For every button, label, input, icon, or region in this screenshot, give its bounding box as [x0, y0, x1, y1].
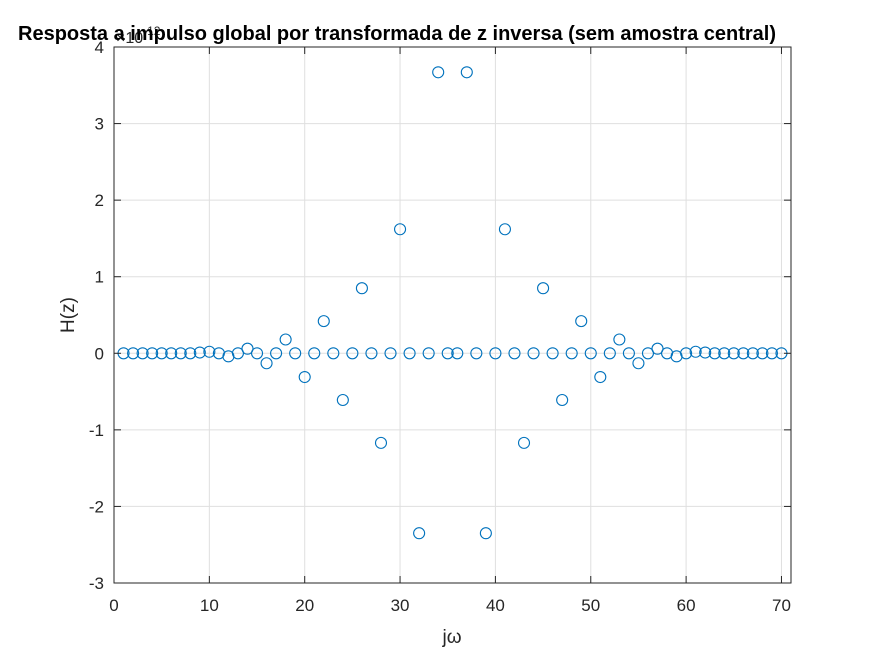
- data-point: [756, 347, 769, 360]
- data-point: [470, 347, 483, 360]
- y-tick-label: 2: [95, 191, 104, 210]
- data-point: [289, 347, 302, 360]
- data-point: [184, 347, 197, 360]
- data-point: [365, 347, 378, 360]
- chart-title: Resposta a impulso global por transforma…: [18, 23, 776, 45]
- data-markers: [117, 66, 788, 540]
- x-tick-label: 60: [677, 596, 696, 615]
- data-point: [413, 527, 426, 540]
- data-point: [622, 347, 635, 360]
- data-point: [146, 347, 159, 360]
- y-tick-label: 1: [95, 268, 104, 287]
- data-point: [508, 347, 521, 360]
- data-point: [556, 393, 569, 407]
- x-tick-label: 20: [295, 596, 314, 615]
- data-point: [174, 347, 187, 360]
- y-tick-label: -3: [89, 574, 104, 593]
- y-tick-label: -2: [89, 497, 104, 516]
- y-tick-label: -1: [89, 421, 104, 440]
- y-tick-label: 0: [95, 344, 104, 363]
- data-point: [737, 347, 750, 360]
- axes-box: [113, 46, 792, 584]
- x-tick-label: 30: [391, 596, 410, 615]
- data-point: [708, 347, 721, 360]
- data-point: [136, 347, 149, 360]
- data-point: [155, 347, 168, 360]
- y-tick-labels: -3 -2 -1 0 1 2 3 4: [89, 38, 104, 593]
- data-point: [689, 345, 702, 358]
- data-point: [718, 347, 731, 360]
- data-point: [603, 347, 616, 360]
- data-point: [165, 347, 178, 360]
- data-point: [632, 357, 645, 370]
- data-point: [651, 342, 664, 355]
- data-point: [250, 347, 264, 360]
- data-point: [384, 347, 397, 360]
- data-point: [680, 347, 693, 360]
- data-point: [203, 345, 216, 358]
- x-tick-label: 50: [581, 596, 600, 615]
- plot-area: 0 10 20 30 40 50 60 70 -3 -2 -1 0 1 2 3 4: [89, 38, 792, 615]
- data-point: [727, 347, 740, 360]
- data-point: [527, 347, 540, 360]
- data-point: [517, 436, 531, 449]
- data-point: [641, 347, 655, 360]
- data-point: [394, 223, 407, 236]
- data-point: [460, 66, 473, 79]
- tick-marks: [113, 46, 791, 584]
- data-point: [374, 436, 388, 449]
- data-point: [584, 347, 597, 360]
- data-point: [317, 315, 330, 328]
- data-point: [260, 357, 273, 370]
- data-point: [546, 347, 559, 360]
- data-point: [594, 370, 607, 384]
- data-point: [451, 347, 464, 360]
- data-point: [127, 347, 140, 360]
- data-point: [298, 370, 311, 384]
- y-axis-label: H(z): [58, 297, 79, 333]
- data-point: [346, 347, 359, 360]
- x-tick-label: 40: [486, 596, 505, 615]
- x-axis-label: jω: [441, 627, 461, 648]
- y-tick-label: 3: [95, 115, 104, 134]
- x-tick-label: 70: [772, 596, 791, 615]
- y-exponent-label: ×10-12: [116, 24, 161, 47]
- data-point: [746, 347, 759, 360]
- data-point: [241, 342, 254, 355]
- data-point: [355, 282, 368, 295]
- data-point: [489, 347, 502, 360]
- data-point: [575, 315, 588, 328]
- data-point: [765, 347, 778, 360]
- axes-background: [114, 47, 791, 583]
- data-point: [441, 347, 454, 360]
- y-tick-label: 4: [95, 38, 104, 57]
- data-point: [270, 347, 283, 360]
- data-point: [479, 527, 492, 540]
- x-tick-label: 10: [200, 596, 219, 615]
- data-point: [699, 346, 712, 359]
- data-point: [231, 347, 245, 360]
- data-point: [432, 66, 445, 79]
- x-tick-labels: 0 10 20 30 40 50 60 70: [109, 596, 791, 615]
- data-point: [422, 347, 435, 360]
- data-point: [403, 347, 416, 360]
- data-point: [279, 333, 292, 346]
- data-point: [613, 333, 626, 346]
- data-point: [537, 282, 550, 295]
- data-point: [327, 347, 340, 360]
- x-tick-label: 0: [109, 596, 118, 615]
- data-point: [565, 347, 578, 360]
- data-point: [336, 393, 349, 407]
- data-point: [193, 346, 206, 359]
- data-point: [308, 347, 321, 360]
- data-point: [498, 223, 511, 236]
